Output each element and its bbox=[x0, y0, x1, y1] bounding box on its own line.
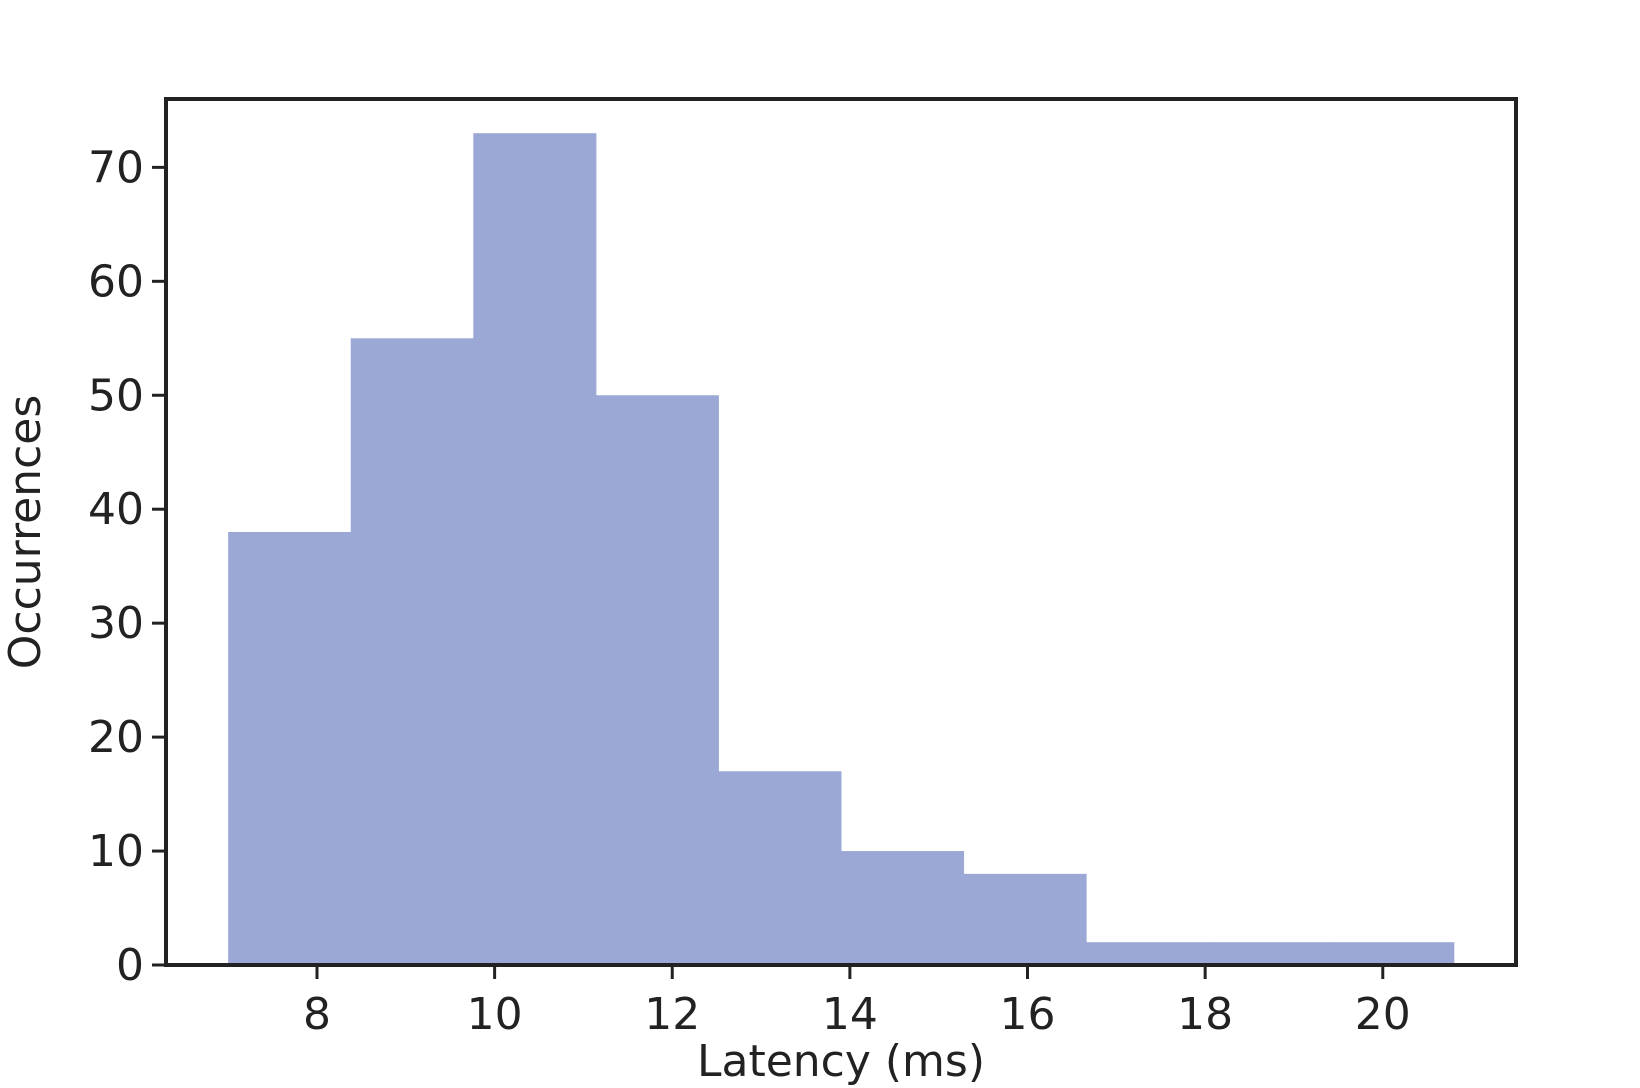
histogram-bar bbox=[963, 873, 1087, 965]
histogram-bar bbox=[1208, 942, 1332, 965]
x-tick-label: 10 bbox=[467, 989, 523, 1040]
histogram-bar bbox=[1331, 942, 1455, 965]
y-tick-label: 70 bbox=[88, 142, 144, 193]
histogram-bar bbox=[841, 851, 965, 965]
x-axis-title: Latency (ms) bbox=[697, 1036, 985, 1087]
histogram-bars bbox=[228, 133, 1455, 966]
y-tick-label: 0 bbox=[116, 940, 144, 991]
x-tick-label: 18 bbox=[1177, 989, 1233, 1040]
y-axis-title: Occurrences bbox=[0, 395, 51, 669]
x-tick-label: 8 bbox=[303, 989, 331, 1040]
y-tick-label: 10 bbox=[88, 826, 144, 877]
x-tick-label: 16 bbox=[1000, 989, 1056, 1040]
y-axis-ticks: 0 10 20 30 40 50 60 70 bbox=[88, 142, 166, 991]
y-tick-label: 20 bbox=[88, 712, 144, 763]
histogram-bar bbox=[228, 532, 352, 965]
y-tick-label: 60 bbox=[88, 256, 144, 307]
y-tick-label: 40 bbox=[88, 484, 144, 535]
x-tick-label: 12 bbox=[644, 989, 700, 1040]
histogram-bar bbox=[350, 338, 474, 966]
x-tick-label: 14 bbox=[822, 989, 878, 1040]
histogram-bar bbox=[595, 395, 719, 965]
histogram-bar bbox=[718, 771, 842, 965]
histogram-bar bbox=[1086, 942, 1210, 965]
y-tick-label: 50 bbox=[88, 370, 144, 421]
y-tick-label: 30 bbox=[88, 598, 144, 649]
x-axis-ticks: 8 10 12 14 16 18 20 bbox=[303, 965, 1411, 1040]
plot-frame bbox=[164, 97, 1518, 967]
x-tick-label: 20 bbox=[1355, 989, 1411, 1040]
histogram-bar bbox=[473, 133, 597, 965]
